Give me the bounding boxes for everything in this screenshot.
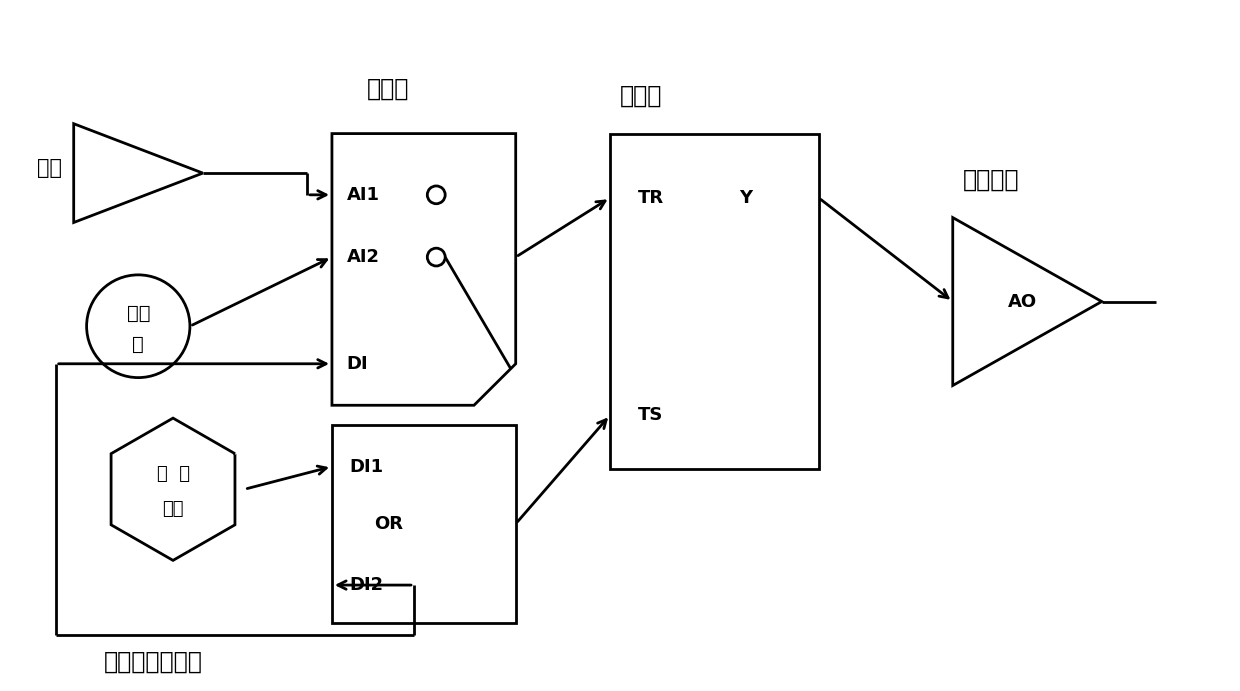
Text: DI1: DI1: [350, 457, 384, 475]
Text: 踪: 踪: [133, 334, 144, 354]
Text: 跟  踪: 跟 踪: [156, 466, 190, 484]
Text: AO: AO: [1008, 292, 1037, 310]
Bar: [610, 133, 818, 469]
Text: AI2: AI2: [347, 248, 379, 266]
Text: TR: TR: [637, 189, 663, 207]
Text: 操作器: 操作器: [620, 84, 662, 108]
Text: 初始化状态信号: 初始化状态信号: [103, 650, 202, 674]
Text: 阀位: 阀位: [37, 158, 62, 178]
Text: TS: TS: [637, 406, 663, 424]
Bar: [332, 425, 516, 623]
Text: AI1: AI1: [347, 186, 379, 204]
Text: 原跟: 原跟: [126, 304, 150, 323]
Text: OR: OR: [373, 515, 403, 533]
Text: DI: DI: [347, 354, 368, 372]
Text: 开关: 开关: [162, 500, 184, 518]
Text: Y: Y: [739, 189, 753, 207]
Text: 控制指令: 控制指令: [962, 168, 1019, 192]
Text: DI2: DI2: [350, 576, 384, 594]
Text: 选择器: 选择器: [367, 77, 409, 101]
